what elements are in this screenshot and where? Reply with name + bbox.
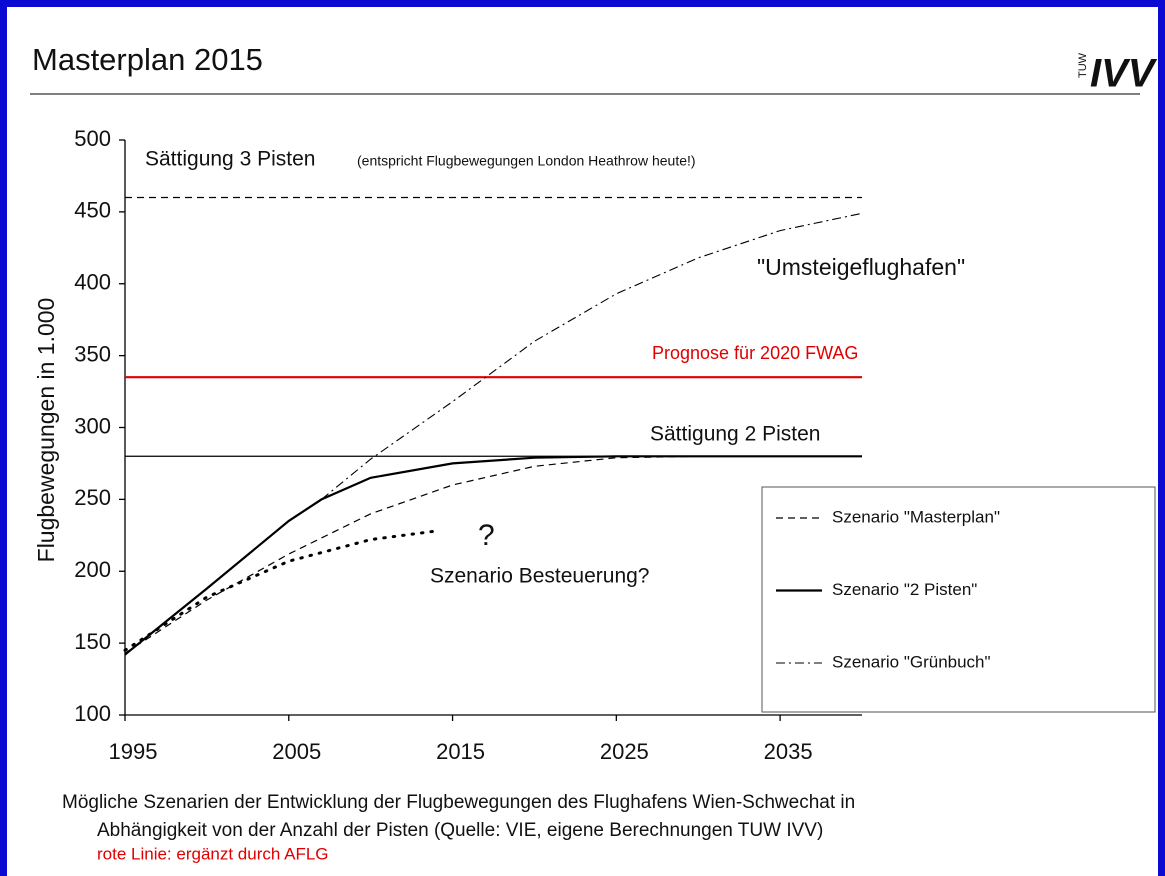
y-tick-label: 100	[74, 701, 111, 726]
y-tick-label: 450	[74, 198, 111, 223]
legend-label: Szenario "2 Pisten"	[832, 580, 977, 599]
y-tick-label: 350	[74, 341, 111, 366]
y-axis-label: Flugbewegungen in 1.000	[33, 298, 59, 563]
series-line	[321, 212, 863, 500]
y-tick-label: 500	[74, 126, 111, 151]
ref-label: Sättigung 3 Pisten	[145, 148, 315, 171]
slide-title: Masterplan 2015	[32, 42, 263, 77]
annotation: "Umsteigeflughafen"	[757, 254, 965, 280]
caption: Abhängigkeit von der Anzahl der Pisten (…	[97, 820, 823, 841]
y-tick-label: 150	[74, 629, 111, 654]
x-tick-label: 2005	[272, 739, 321, 764]
caption: Mögliche Szenarien der Entwicklung der F…	[62, 792, 855, 813]
x-tick-label: 1995	[109, 739, 158, 764]
logo-large: IVV	[1090, 52, 1158, 96]
caption-note: rote Linie: ergänzt durch AFLG	[97, 844, 329, 863]
y-tick-label: 200	[74, 557, 111, 582]
legend-label: Szenario "Masterplan"	[832, 507, 1000, 526]
ref-label: Sättigung 2 Pisten	[650, 423, 820, 446]
y-tick-label: 300	[74, 413, 111, 438]
x-tick-label: 2025	[600, 739, 649, 764]
x-tick-label: 2015	[436, 739, 485, 764]
series-line	[123, 529, 438, 652]
x-tick-label: 2035	[764, 739, 813, 764]
legend-label: Szenario "Grünbuch"	[832, 652, 991, 671]
logo-small: TUW	[1077, 52, 1089, 78]
ref-note: (entspricht Flugbewegungen London Heathr…	[357, 153, 696, 169]
legend-box	[761, 486, 1156, 713]
y-tick-label: 400	[74, 270, 111, 295]
ref-label: Prognose für 2020 FWAG	[652, 343, 858, 363]
series-line	[124, 455, 862, 654]
annotation-mark: ?	[478, 519, 495, 552]
series-line	[124, 455, 862, 656]
annotation: Szenario Besteuerung?	[430, 565, 650, 588]
y-tick-label: 250	[74, 485, 111, 510]
